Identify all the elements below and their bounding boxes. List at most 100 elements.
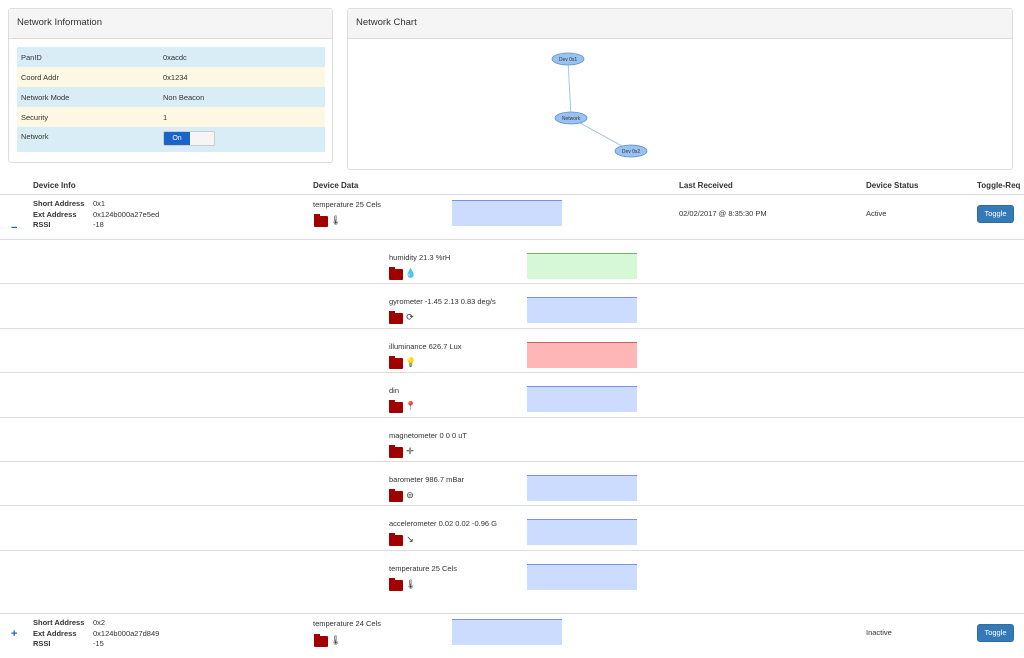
sparkline-chart xyxy=(527,563,637,590)
row-divider xyxy=(0,505,1024,507)
sensor-row: humidity 21.3 %rH 💧 xyxy=(0,240,1024,285)
folder-icon[interactable] xyxy=(389,489,403,502)
rssi-label: RSSI xyxy=(33,220,51,229)
sparkline-chart xyxy=(452,619,562,645)
network-information-panel: Network Information PanID 0xacdc Coord A… xyxy=(8,8,333,163)
node-label-dev-0x2: Dev 0x2 xyxy=(622,149,641,155)
node-label-network: Network xyxy=(562,116,581,122)
sensor-reading: gyrometer -1.45 2.13 0.83 deg/s xyxy=(389,297,496,307)
node-dev-0x1[interactable]: Dev 0x1 xyxy=(551,52,585,66)
compass-icon: ✛ xyxy=(406,445,414,456)
device-status: Inactive xyxy=(866,628,892,637)
node-label-dev-0x1: Dev 0x1 xyxy=(559,57,578,63)
ext-address-value: 0x124b000a27d849 xyxy=(93,628,160,638)
sensor-row: magnetometer 0 0 0 uT ✛ xyxy=(0,418,1024,462)
row-divider xyxy=(0,613,1024,614)
rssi-value: -15 xyxy=(93,639,104,648)
sensor-reading: magnetometer 0 0 0 uT xyxy=(389,430,467,440)
sparkline-chart xyxy=(527,475,637,501)
toggle-button[interactable]: Toggle xyxy=(977,624,1014,642)
network-switch[interactable]: On xyxy=(163,131,215,146)
toggle-button[interactable]: Toggle xyxy=(977,205,1014,223)
folder-icon[interactable] xyxy=(389,400,403,414)
header-device-data: Device Data xyxy=(313,181,359,190)
folder-icon[interactable] xyxy=(314,214,328,227)
network-information-title: Network Information xyxy=(9,9,332,39)
row-divider xyxy=(0,549,1024,551)
sensor-row: accelerometer 0.02 0.02 -0.96 G ↘ xyxy=(0,506,1024,551)
info-value: 1 xyxy=(163,112,168,122)
short-address-value: 0x1 xyxy=(93,199,106,208)
row-divider xyxy=(0,283,1024,285)
row-divider xyxy=(0,372,1024,374)
accelerometer-icon: ↘ xyxy=(406,534,414,545)
water-drops-icon: 💧 xyxy=(405,268,417,278)
ext-address-value: 0x124b000a27e5ed xyxy=(93,209,160,219)
device-reading: temperature 25 Cels xyxy=(313,200,381,209)
sparkline-chart xyxy=(527,386,637,413)
sensor-row: illuminance 626.7 Lux 💡 xyxy=(0,329,1024,374)
sensor-row: gyrometer -1.45 2.13 0.83 deg/s ⟳ xyxy=(0,284,1024,329)
header-divider xyxy=(0,194,1024,195)
sensor-row: barometer 986.7 mBar ⊜ xyxy=(0,462,1024,507)
short-address-value: 0x2 xyxy=(93,618,106,627)
rssi-label: RSSI xyxy=(33,639,51,648)
info-value: On xyxy=(163,131,325,146)
expand-icon[interactable]: + xyxy=(11,628,18,640)
sensor-reading: barometer 986.7 mBar xyxy=(389,475,465,484)
node-dev-0x2[interactable]: Dev 0x2 xyxy=(614,144,648,158)
network-info-table: PanID 0xacdc Coord Addr 0x1234 Network M… xyxy=(17,47,325,152)
pin-icon: 📍 xyxy=(405,401,417,412)
folder-icon[interactable] xyxy=(389,444,403,458)
sparkline-chart xyxy=(527,519,637,546)
rssi-value: -18 xyxy=(93,220,104,229)
header-device-info: Device Info xyxy=(33,181,76,190)
info-value: 0xacdc xyxy=(163,52,187,62)
gyro-icon: ⟳ xyxy=(406,312,414,323)
info-value: Non Beacon xyxy=(163,92,205,102)
network-chart-panel: Network Chart Dev 0x1 Network Dev 0x2 xyxy=(347,8,1013,170)
switch-on-label: On xyxy=(164,132,190,145)
last-received: 02/02/2017 @ 8:35:30 PM xyxy=(679,209,767,218)
info-label: Network xyxy=(21,132,49,141)
row-divider xyxy=(0,460,1024,462)
ext-address-label: Ext Address xyxy=(33,628,77,638)
info-row-network: Network On xyxy=(17,127,325,152)
sensor-reading: temperature 25 Cels xyxy=(389,563,457,573)
sensor-row: temperature 25 Cels 🌡 xyxy=(0,551,1024,595)
folder-icon[interactable] xyxy=(389,355,403,369)
sparkline-chart xyxy=(527,253,637,279)
info-label: Security xyxy=(21,112,49,122)
header-toggle-req: Toggle-Req xyxy=(977,181,1021,190)
edge-dev1-network xyxy=(567,58,572,119)
folder-icon[interactable] xyxy=(389,267,403,280)
device-status: Active xyxy=(866,209,887,218)
folder-icon[interactable] xyxy=(389,533,403,547)
short-address-label: Short Address xyxy=(33,618,85,627)
info-row-security: Security 1 xyxy=(17,107,325,127)
folder-icon[interactable] xyxy=(314,634,328,647)
sensor-reading: din xyxy=(389,386,400,396)
edge-network-dev2 xyxy=(570,117,632,152)
folder-icon[interactable] xyxy=(389,577,403,591)
info-row-panid: PanID 0xacdc xyxy=(17,47,325,67)
info-value: 0x1234 xyxy=(163,72,188,82)
info-label: Network Mode xyxy=(21,92,70,102)
row-divider xyxy=(0,327,1024,329)
sensor-reading: illuminance 626.7 Lux xyxy=(389,341,462,351)
device-info-0x1: Short Address 0x1 Ext Address 0x124b000a27… xyxy=(33,199,159,231)
collapse-icon[interactable]: − xyxy=(11,222,18,234)
barometer-icon: ⊜ xyxy=(406,490,414,500)
ext-address-label: Ext Address xyxy=(33,209,77,219)
header-last-received: Last Received xyxy=(679,181,733,190)
folder-icon[interactable] xyxy=(389,311,403,325)
sensor-reading: humidity 21.3 %rH xyxy=(389,253,451,262)
light-bulb-icon: 💡 xyxy=(405,356,417,367)
sparkline-chart xyxy=(527,297,637,324)
sensor-reading: accelerometer 0.02 0.02 -0.96 G xyxy=(389,519,497,529)
node-network[interactable]: Network xyxy=(554,111,588,125)
info-label: Coord Addr xyxy=(21,72,59,82)
switch-off-track xyxy=(190,132,214,145)
thermometer-icon: 🌡 xyxy=(330,215,342,225)
sparkline-chart xyxy=(527,341,637,368)
